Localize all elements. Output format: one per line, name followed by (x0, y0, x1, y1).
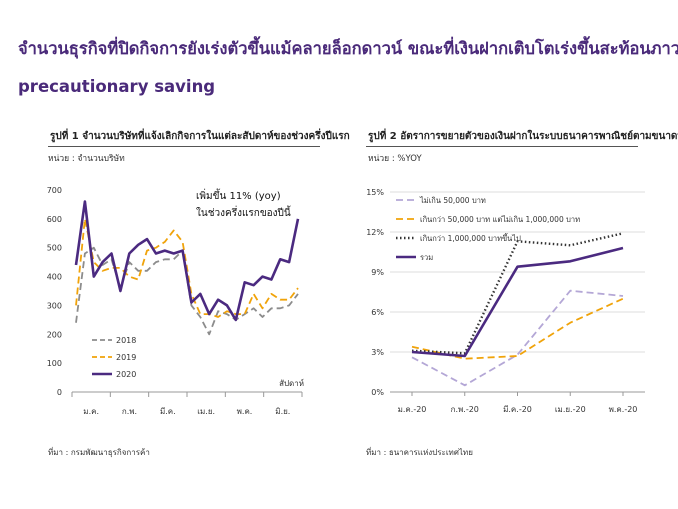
right-x-tick-label: พ.ค.-20 (609, 405, 638, 414)
left-y-tick-label: 400 (47, 273, 62, 282)
left-y-tick-label: 300 (47, 301, 62, 310)
left-x-month-label: มี.ค. (160, 407, 176, 416)
right-series-line (411, 289, 624, 387)
left-chart-title: รูปที่ 1 จำนวนบริษัทที่แจ้งเลิกกิจการในแ… (50, 131, 350, 142)
right-chart-title: รูปที่ 2 อัตราการขยายตัวของเงินฝากในระบบ… (368, 131, 678, 142)
right-legend-label: ไม่เกิน 50,000 บาท (419, 196, 486, 205)
right-x-tick-label: ก.พ.-20 (451, 405, 479, 414)
left-series-line-2019 (75, 217, 299, 318)
left-x-month-label: เม.ย. (197, 407, 215, 416)
right-x-tick-label: ม.ค.-20 (398, 405, 427, 414)
right-x-tick-label: มี.ค.-20 (503, 405, 532, 414)
left-y-tick-label: 200 (47, 330, 62, 339)
right-x-tick-label: เม.ย.-20 (555, 405, 586, 414)
right-source: ที่มา : ธนาคารแห่งประเทศไทย (366, 448, 473, 457)
right-legend-label: รวม (420, 253, 433, 262)
left-source: ที่มา : กรมพัฒนาธุรกิจการค้า (48, 448, 150, 457)
left-annotation-line-2: ในช่วงครึ่งแรกของปีนี้ (196, 205, 291, 219)
right-y-tick-label: 3% (371, 348, 384, 357)
left-series-line-2020 (74, 200, 300, 322)
left-y-tick-label: 700 (47, 186, 62, 195)
left-unit-label: หน่วย : จำนวนบริษัท (48, 154, 125, 164)
headline-line-1: จำนวนธุรกิจที่ปิดกิจการยังเร่งตัวขึ้นแม้… (18, 39, 678, 58)
left-x-month-label: ม.ค. (83, 407, 99, 416)
left-title-rule (48, 146, 320, 147)
headline: จำนวนธุรกิจที่ปิดกิจการยังเร่งตัวขึ้นแม้… (18, 30, 678, 106)
left-y-tick-label: 0 (57, 388, 62, 397)
left-x-month-label: พ.ค. (237, 407, 253, 416)
right-y-tick-label: 9% (371, 268, 384, 277)
headline-line-2: precautionary saving (18, 77, 216, 96)
left-x-month-label: มิ.ย. (275, 407, 290, 416)
right-series-line (411, 297, 624, 360)
right-y-tick-label: 12% (366, 228, 384, 237)
right-series-line (411, 246, 624, 358)
left-annotation-line-1: เพิ่มขึ้น 11% (yoy) (196, 188, 281, 202)
left-legend-label-2018: 2018 (116, 336, 136, 345)
right-y-tick-label: 0% (371, 388, 384, 397)
right-y-tick-label: 15% (366, 188, 384, 197)
left-legend-label-2019: 2019 (116, 353, 136, 362)
right-series-line (411, 232, 624, 355)
right-legend-label: เกินกว่า 1,000,000 บาทขึ้นไป (420, 233, 521, 243)
left-y-tick-label: 600 (47, 215, 62, 224)
right-unit-label: หน่วย : %YOY (368, 154, 422, 164)
left-x-unit-label: สัปดาห์ (279, 378, 304, 388)
right-y-tick-label: 6% (371, 308, 384, 317)
left-legend-label-2020: 2020 (116, 370, 136, 379)
right-title-rule (366, 146, 638, 147)
left-y-tick-label: 500 (47, 244, 62, 253)
right-legend-label: เกินกว่า 50,000 บาท แต่ไม่เกิน 1,000,000… (420, 215, 580, 224)
left-x-month-label: ก.พ. (122, 407, 137, 416)
left-y-tick-label: 100 (47, 359, 62, 368)
